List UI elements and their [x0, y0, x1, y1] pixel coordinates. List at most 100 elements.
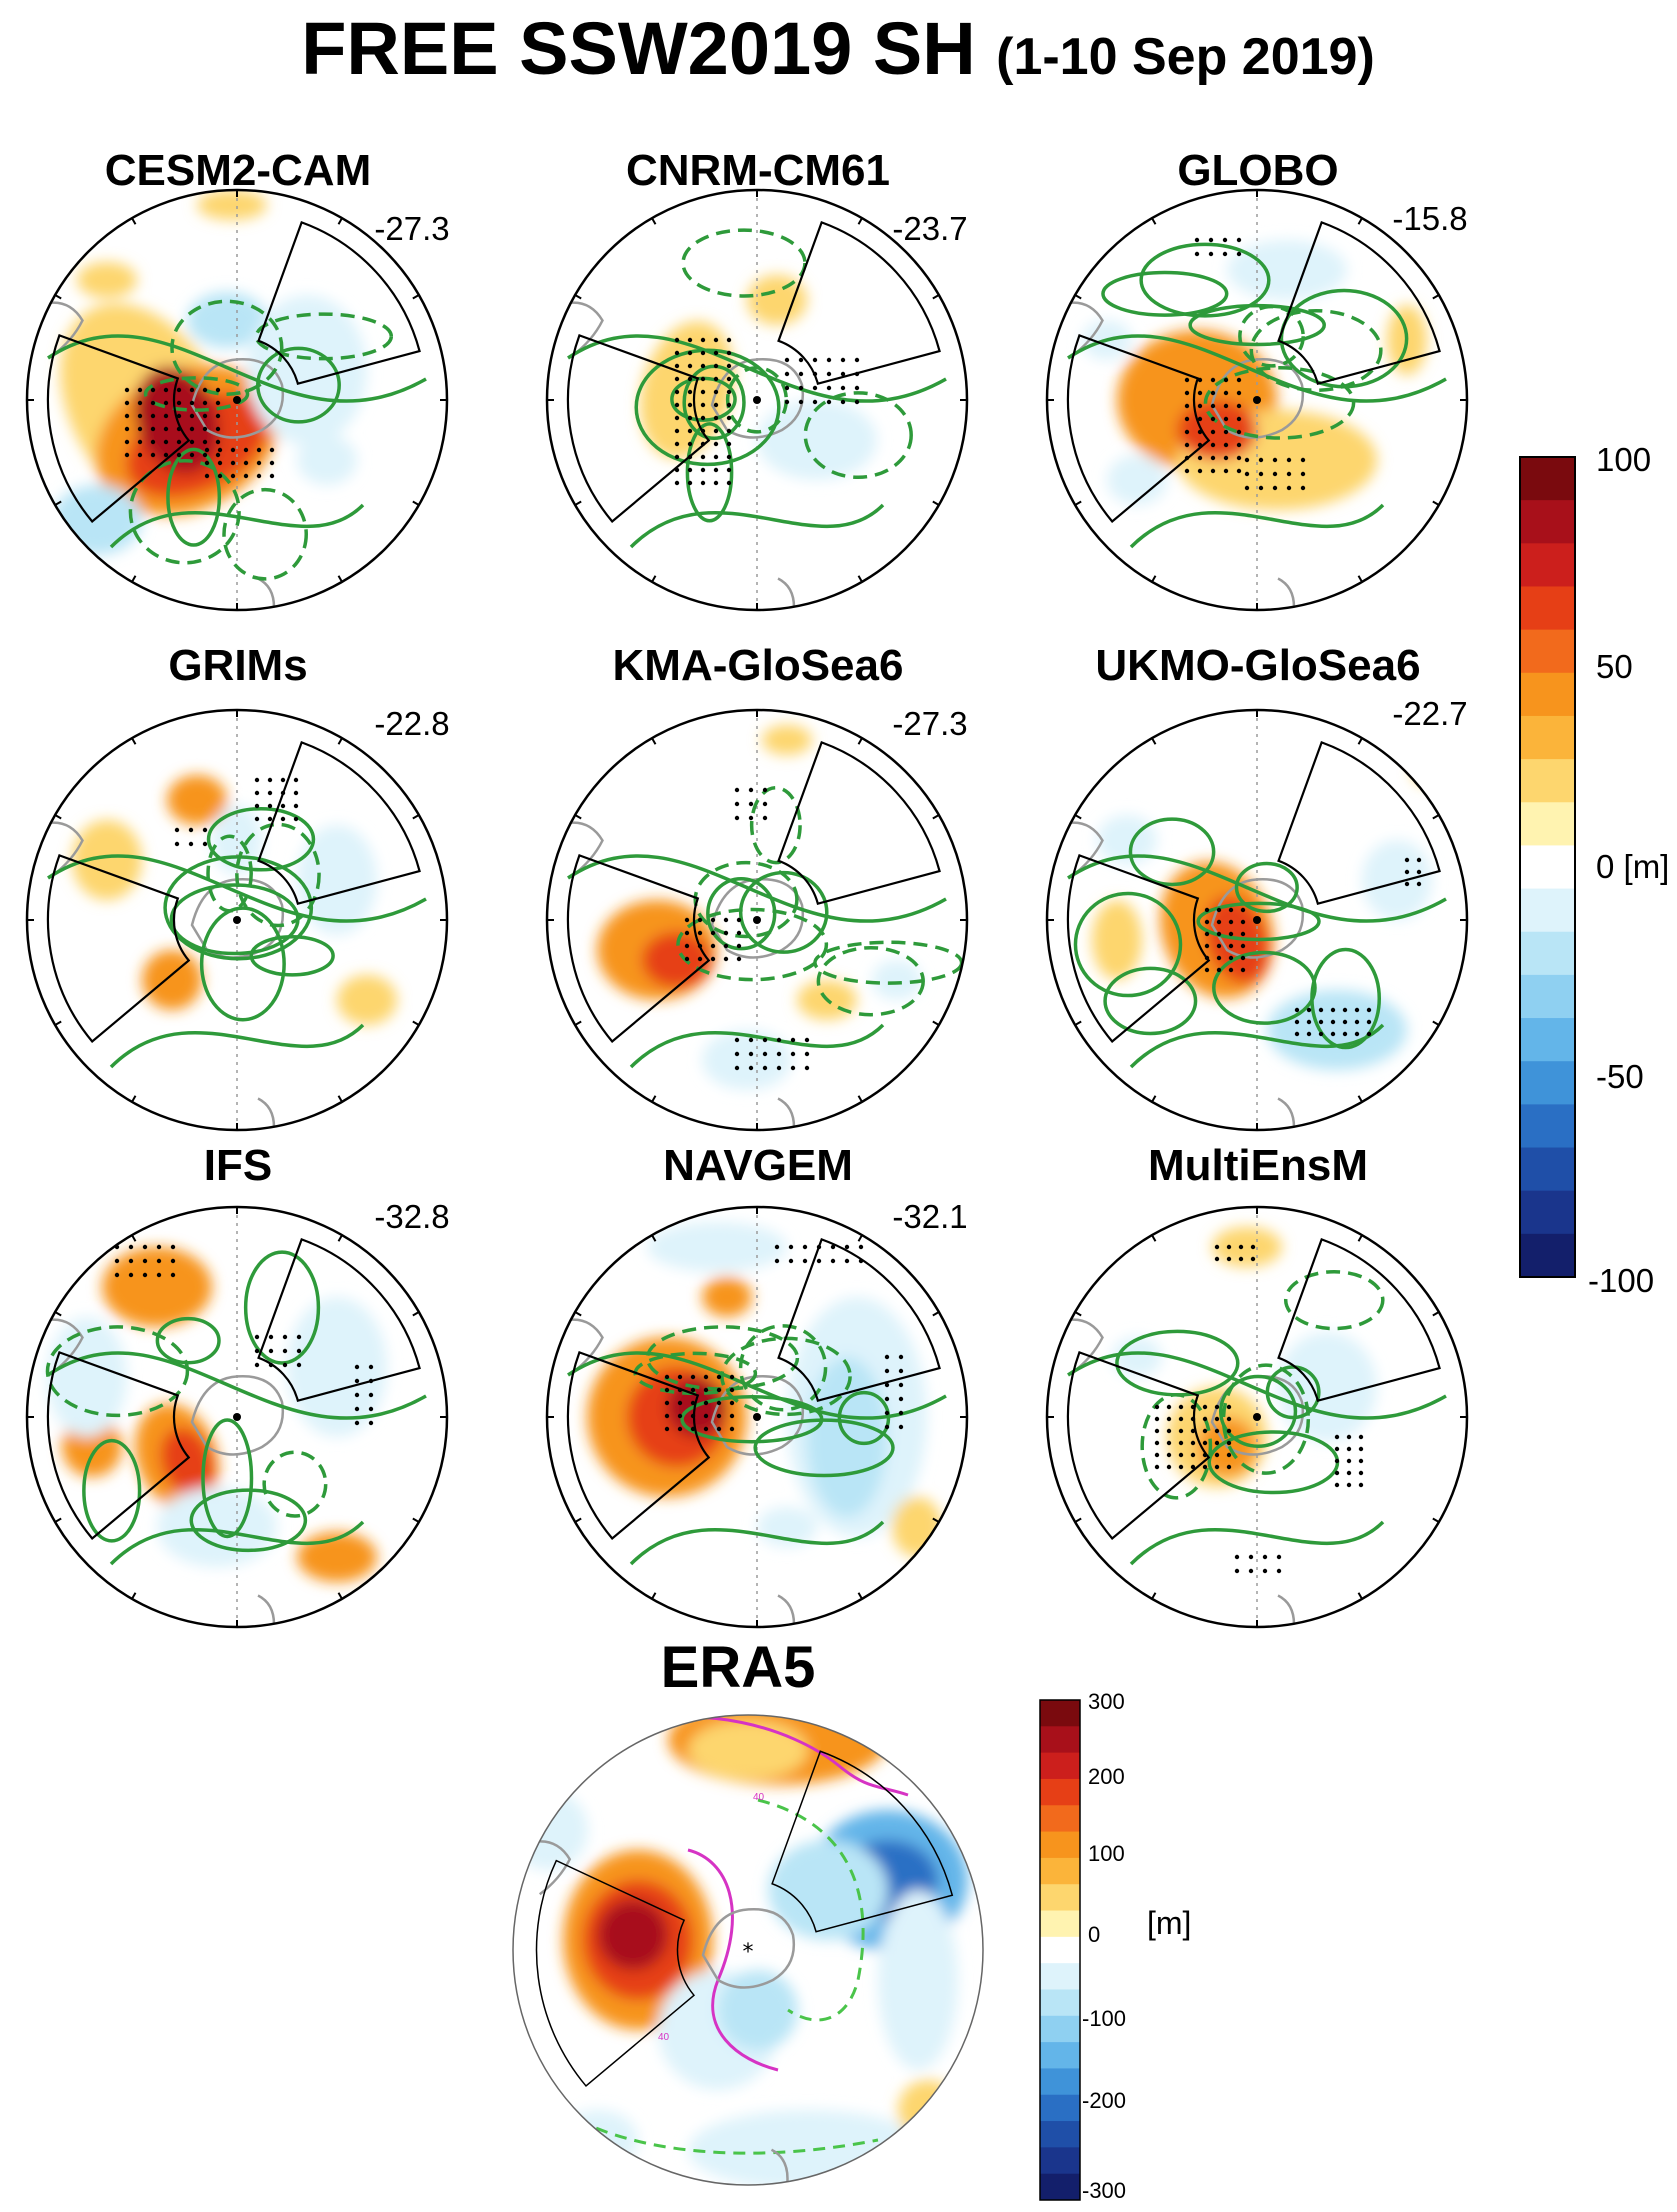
frame-tick [574, 1020, 582, 1026]
significance-dot [762, 1065, 768, 1071]
contour-line [1103, 966, 1198, 1036]
sector-box-west [566, 1350, 711, 1541]
significance-dot [1236, 429, 1242, 435]
significance-dot [700, 376, 706, 382]
significance-dot [716, 1374, 722, 1380]
significance-dot [840, 385, 846, 391]
significance-dot [748, 1051, 754, 1057]
significance-dot [1226, 1416, 1232, 1422]
significance-dot [124, 387, 130, 393]
coastline [257, 1097, 276, 1130]
sector-box-west [535, 1859, 696, 2088]
significance-dot [700, 415, 706, 421]
significance-dot [840, 357, 846, 363]
significance-dot [734, 1065, 740, 1071]
significance-dot [884, 1382, 890, 1388]
significance-dot [202, 400, 208, 406]
significance-dot [1178, 1452, 1184, 1458]
significance-dot [243, 447, 249, 453]
significance-dot [269, 447, 275, 453]
significance-dot [713, 402, 719, 408]
significance-dot [700, 454, 706, 460]
frame-tick [54, 500, 62, 506]
anomaly-field [702, 1277, 752, 1317]
anomaly-field [297, 825, 377, 935]
significance-dot [1166, 1440, 1172, 1446]
anomaly-field [702, 1030, 792, 1090]
significance-dot [150, 426, 156, 432]
significance-dot [713, 480, 719, 486]
significance-dot [1334, 1482, 1340, 1488]
significance-dot [726, 415, 732, 421]
significance-dot [687, 363, 693, 369]
significance-dot [884, 1368, 890, 1374]
significance-dot [826, 357, 832, 363]
colorbar-models-swatch [1520, 715, 1575, 760]
contour-line [170, 299, 284, 396]
frame-tick [574, 814, 582, 820]
significance-dot [790, 1051, 796, 1057]
panel-value: -27.3 [892, 705, 967, 742]
significance-dot [734, 787, 740, 793]
significance-dot [1244, 457, 1250, 463]
significance-dot [296, 1334, 302, 1340]
significance-dot [1234, 1568, 1240, 1574]
significance-dot [687, 441, 693, 447]
significance-dot [729, 1400, 735, 1406]
significance-dot [1204, 967, 1210, 973]
significance-dot [1202, 1428, 1208, 1434]
significance-dot [1222, 251, 1228, 257]
anomaly-field [160, 1428, 214, 1496]
colorbar-era5-swatch [1040, 2147, 1080, 2175]
significance-dot [898, 1396, 904, 1402]
map-panel [545, 188, 969, 612]
significance-dot [1154, 1452, 1160, 1458]
sector-box-east [1277, 220, 1441, 386]
significance-dot [1240, 967, 1246, 973]
significance-dot [729, 1426, 735, 1432]
frame-tick [412, 1020, 420, 1026]
anomaly-field [167, 775, 227, 825]
contour-line [1188, 303, 1326, 347]
frame-tick [857, 575, 863, 583]
significance-dot [1223, 442, 1229, 448]
significance-dot [354, 1406, 360, 1412]
significance-dot [1197, 390, 1203, 396]
frame-tick [1074, 814, 1082, 820]
significance-dot [697, 917, 703, 923]
significance-dot [1178, 1416, 1184, 1422]
significance-dot [844, 1258, 850, 1264]
significance-dot [150, 413, 156, 419]
coastline [524, 1840, 572, 1896]
panel-value: -27.3 [374, 210, 449, 247]
significance-dot [1258, 485, 1264, 491]
panel-title: GLOBO [1177, 146, 1338, 195]
significance-dot [798, 385, 804, 391]
significance-dot [1354, 1031, 1360, 1037]
frame-tick [1357, 1592, 1363, 1600]
significance-dot [1318, 1019, 1324, 1025]
sector-box-east [1277, 1237, 1441, 1403]
significance-dot [1166, 1416, 1172, 1422]
significance-dot [1236, 390, 1242, 396]
coastline [37, 1318, 84, 1374]
significance-dot [1236, 403, 1242, 409]
significance-dot [1208, 251, 1214, 257]
frame-tick [54, 1517, 62, 1523]
title-period: (1-10 Sep 2019) [996, 28, 1375, 86]
significance-dot [1223, 377, 1229, 383]
frame-tick [1432, 500, 1440, 506]
panel-value: -32.8 [374, 1198, 449, 1235]
significance-dot [1244, 471, 1250, 477]
frame-tick [932, 1517, 940, 1523]
significance-dot [854, 357, 860, 363]
significance-dot [1223, 416, 1229, 422]
significance-dot [1228, 955, 1234, 961]
significance-dot [230, 447, 236, 453]
significance-dot [700, 389, 706, 395]
significance-dot [1240, 955, 1246, 961]
frame-tick [1151, 1234, 1157, 1242]
significance-dot [256, 447, 262, 453]
contour-line [1128, 817, 1216, 887]
contour-line [1238, 304, 1305, 368]
